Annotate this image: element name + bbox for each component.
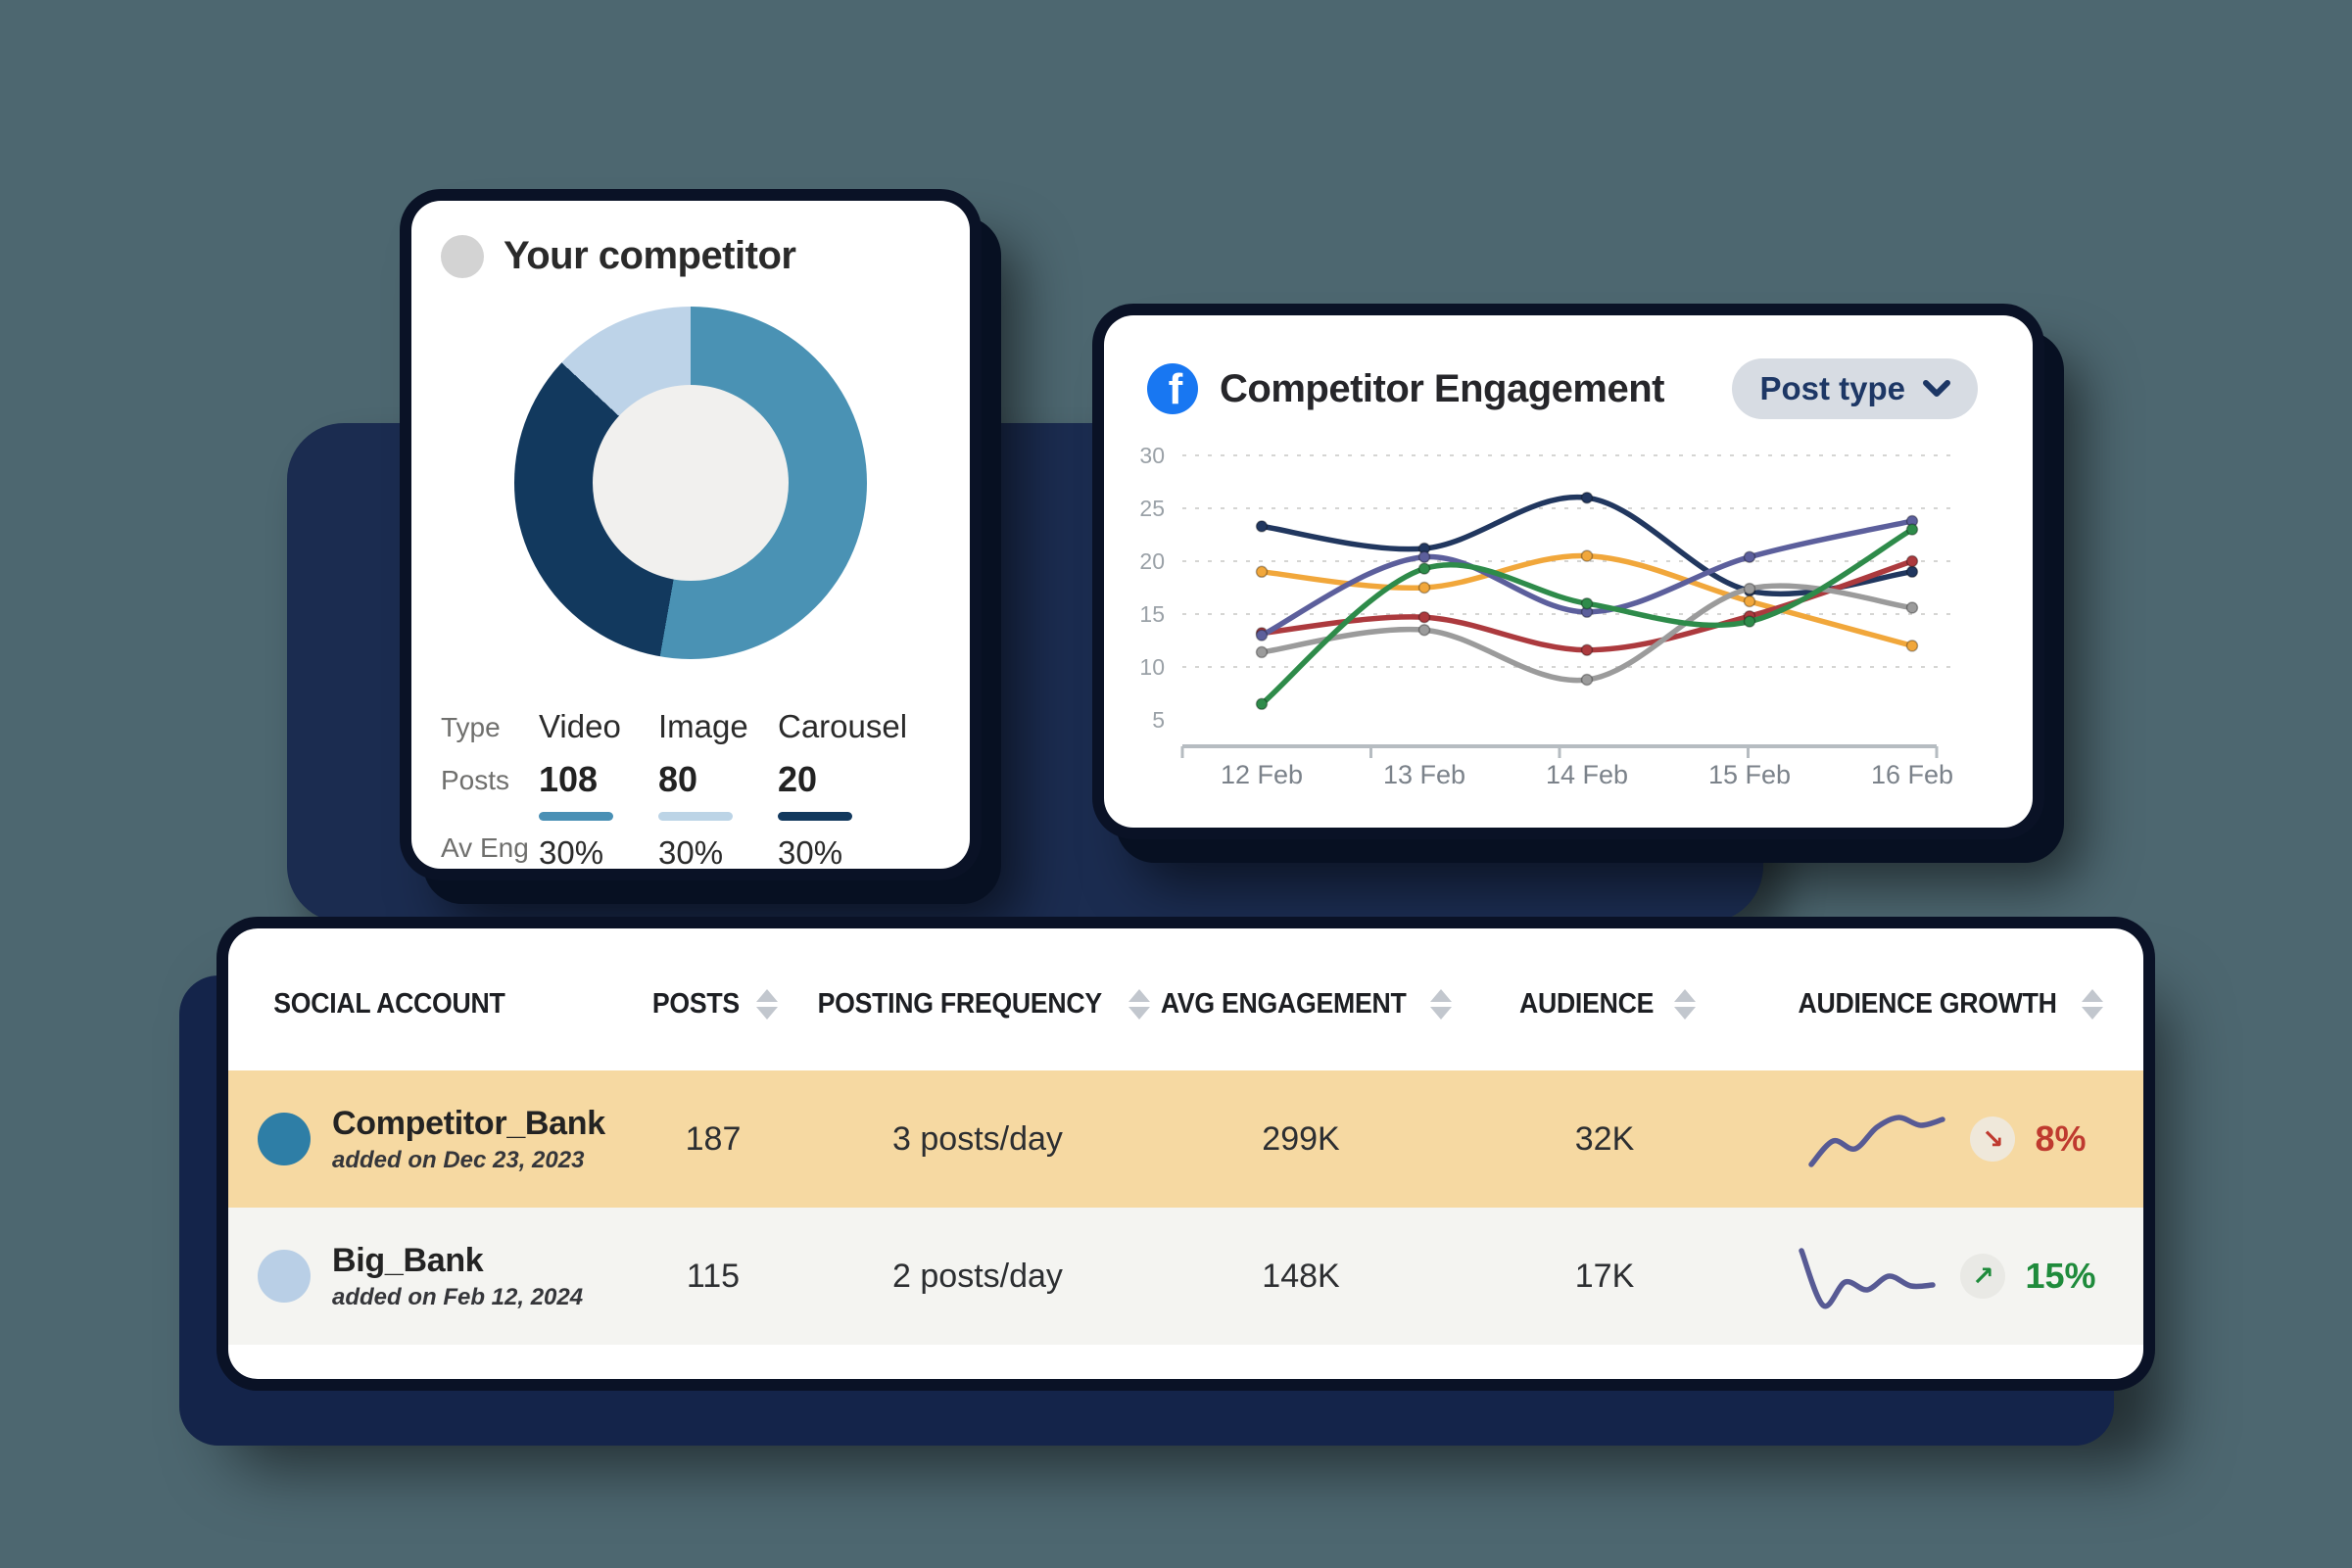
sort-icon[interactable] [756, 989, 779, 1020]
svg-text:30: 30 [1139, 443, 1165, 468]
column-label: AUDIENCE [1519, 988, 1655, 1020]
facebook-icon: f [1147, 363, 1198, 414]
table-header-row: SOCIAL ACCOUNT POSTS POSTING FREQUENCY A… [228, 928, 2143, 1070]
sort-icon[interactable] [2082, 989, 2104, 1020]
growth-percentage: 15% [2025, 1256, 2096, 1296]
audience-cell: 32K [1574, 1119, 1635, 1158]
stats-bar-carousel-cell [778, 804, 925, 823]
growth-sparkline [1799, 1248, 1937, 1309]
stats-row-label-posts: Posts [441, 765, 510, 795]
sort-icon[interactable] [1430, 989, 1453, 1020]
stats-bar-image-cell [658, 804, 778, 823]
column-header-social-account: SOCIAL ACCOUNT [228, 988, 610, 1021]
column-label: POSTS [651, 988, 740, 1020]
column-header-posts[interactable]: POSTS [610, 988, 816, 1021]
engagement-card-title: Competitor Engagement [1220, 366, 1664, 410]
account-avatar [258, 1250, 311, 1303]
stats-type-image: Image [658, 708, 748, 744]
carousel-color-bar [778, 812, 852, 821]
video-color-bar [539, 812, 613, 821]
column-header-audience-growth[interactable]: AUDIENCE GROWTH [1747, 988, 2143, 1021]
account-added-date: added on Feb 12, 2024 [332, 1283, 584, 1310]
column-label: POSTING FREQUENCY [817, 988, 1103, 1020]
sort-icon[interactable] [1128, 989, 1150, 1020]
competitor-card-title: Your competitor [504, 234, 796, 277]
audience-growth-cell: ↗ 15% [1747, 1237, 2143, 1315]
svg-text:15: 15 [1139, 601, 1165, 627]
stats-aveng-video: 30% [539, 834, 604, 871]
stats-posts-carousel: 20 [778, 759, 818, 799]
svg-text:5: 5 [1152, 707, 1165, 733]
audience-growth-cell: ↘ 8% [1747, 1100, 2143, 1178]
stats-row-label-type: Type [441, 712, 501, 742]
competitor-avatar [441, 234, 484, 278]
posts-cell: 187 [685, 1119, 742, 1158]
image-color-bar [658, 812, 733, 821]
posts-cell: 115 [686, 1257, 741, 1295]
account-name: Big_Bank [332, 1241, 484, 1279]
facebook-f-glyph: f [1168, 365, 1183, 413]
account-added-date: added on Dec 23, 2023 [332, 1146, 585, 1173]
account-avatar [258, 1113, 311, 1165]
account-cell: Big_Bank added on Feb 12, 2024 [228, 1242, 610, 1311]
post-type-dropdown-label: Post type [1759, 370, 1905, 406]
sort-icon[interactable] [1673, 989, 1696, 1020]
competitor-card-header: Your competitor [411, 201, 970, 278]
stats-aveng-image: 30% [658, 834, 724, 871]
account-name: Competitor_Bank [332, 1104, 605, 1142]
post-type-dropdown[interactable]: Post type [1732, 358, 1978, 419]
growth-percentage: 8% [2035, 1118, 2087, 1159]
column-header-audience[interactable]: AUDIENCE [1463, 988, 1747, 1021]
svg-text:14 Feb: 14 Feb [1546, 760, 1628, 789]
table-row-big-bank[interactable]: Big_Bank added on Feb 12, 2024 115 2 pos… [228, 1208, 2143, 1345]
avg-engagement-cell: 148K [1262, 1257, 1340, 1295]
trend-up-arrow-icon: ↗ [1960, 1254, 2006, 1299]
stats-posts-video: 108 [539, 759, 599, 799]
trend-down-arrow-icon: ↘ [1970, 1117, 2016, 1162]
column-label: SOCIAL ACCOUNT [273, 988, 505, 1020]
column-label: AVG ENGAGEMENT [1160, 988, 1407, 1020]
growth-sparkline [1808, 1115, 1946, 1167]
stats-row-label-aveng: Av Eng [441, 832, 529, 863]
table-row-competitor-bank[interactable]: Competitor_Bank added on Dec 23, 2023 18… [228, 1070, 2143, 1208]
svg-text:20: 20 [1139, 548, 1165, 574]
donut-hole [593, 385, 789, 581]
avg-engagement-cell: 299K [1262, 1119, 1340, 1158]
post-type-donut-chart [514, 307, 867, 659]
competitor-donut-card: Your competitor Type Video Image Carouse… [411, 201, 970, 872]
svg-text:16 Feb: 16 Feb [1871, 760, 1953, 789]
account-cell: Competitor_Bank added on Dec 23, 2023 [228, 1105, 610, 1174]
svg-text:12 Feb: 12 Feb [1221, 760, 1303, 789]
column-header-avg-engagement[interactable]: AVG ENGAGEMENT [1139, 988, 1463, 1021]
svg-text:25: 25 [1139, 496, 1165, 521]
stats-bar-video-cell [539, 804, 658, 823]
svg-text:13 Feb: 13 Feb [1383, 760, 1465, 789]
engagement-line-chart: 30 25 20 15 10 5 12 Feb 13 Feb 14 Feb 15 Feb 16 Fe… [1139, 443, 1953, 789]
engagement-card-header: f Competitor Engagement Post type [1104, 315, 2033, 419]
engagement-card: f Competitor Engagement Post type 30 25 20… [1104, 315, 2033, 828]
column-header-posting-frequency[interactable]: POSTING FREQUENCY [816, 988, 1150, 1021]
column-label: AUDIENCE GROWTH [1798, 988, 2057, 1020]
post-type-stats-table: Type Video Image Carousel Posts 108 80 2… [441, 702, 925, 872]
svg-text:15 Feb: 15 Feb [1708, 760, 1791, 789]
audience-cell: 17K [1574, 1257, 1635, 1295]
chevron-down-icon [1923, 380, 1950, 397]
social-accounts-table: SOCIAL ACCOUNT POSTS POSTING FREQUENCY A… [228, 928, 2143, 1379]
svg-text:10: 10 [1139, 654, 1165, 680]
stats-posts-image: 80 [658, 759, 698, 799]
stats-type-carousel: Carousel [778, 708, 908, 744]
stats-type-video: Video [539, 708, 621, 744]
posting-frequency-cell: 2 posts/day [892, 1257, 1063, 1295]
posting-frequency-cell: 3 posts/day [892, 1119, 1063, 1158]
stats-aveng-carousel: 30% [778, 834, 843, 871]
